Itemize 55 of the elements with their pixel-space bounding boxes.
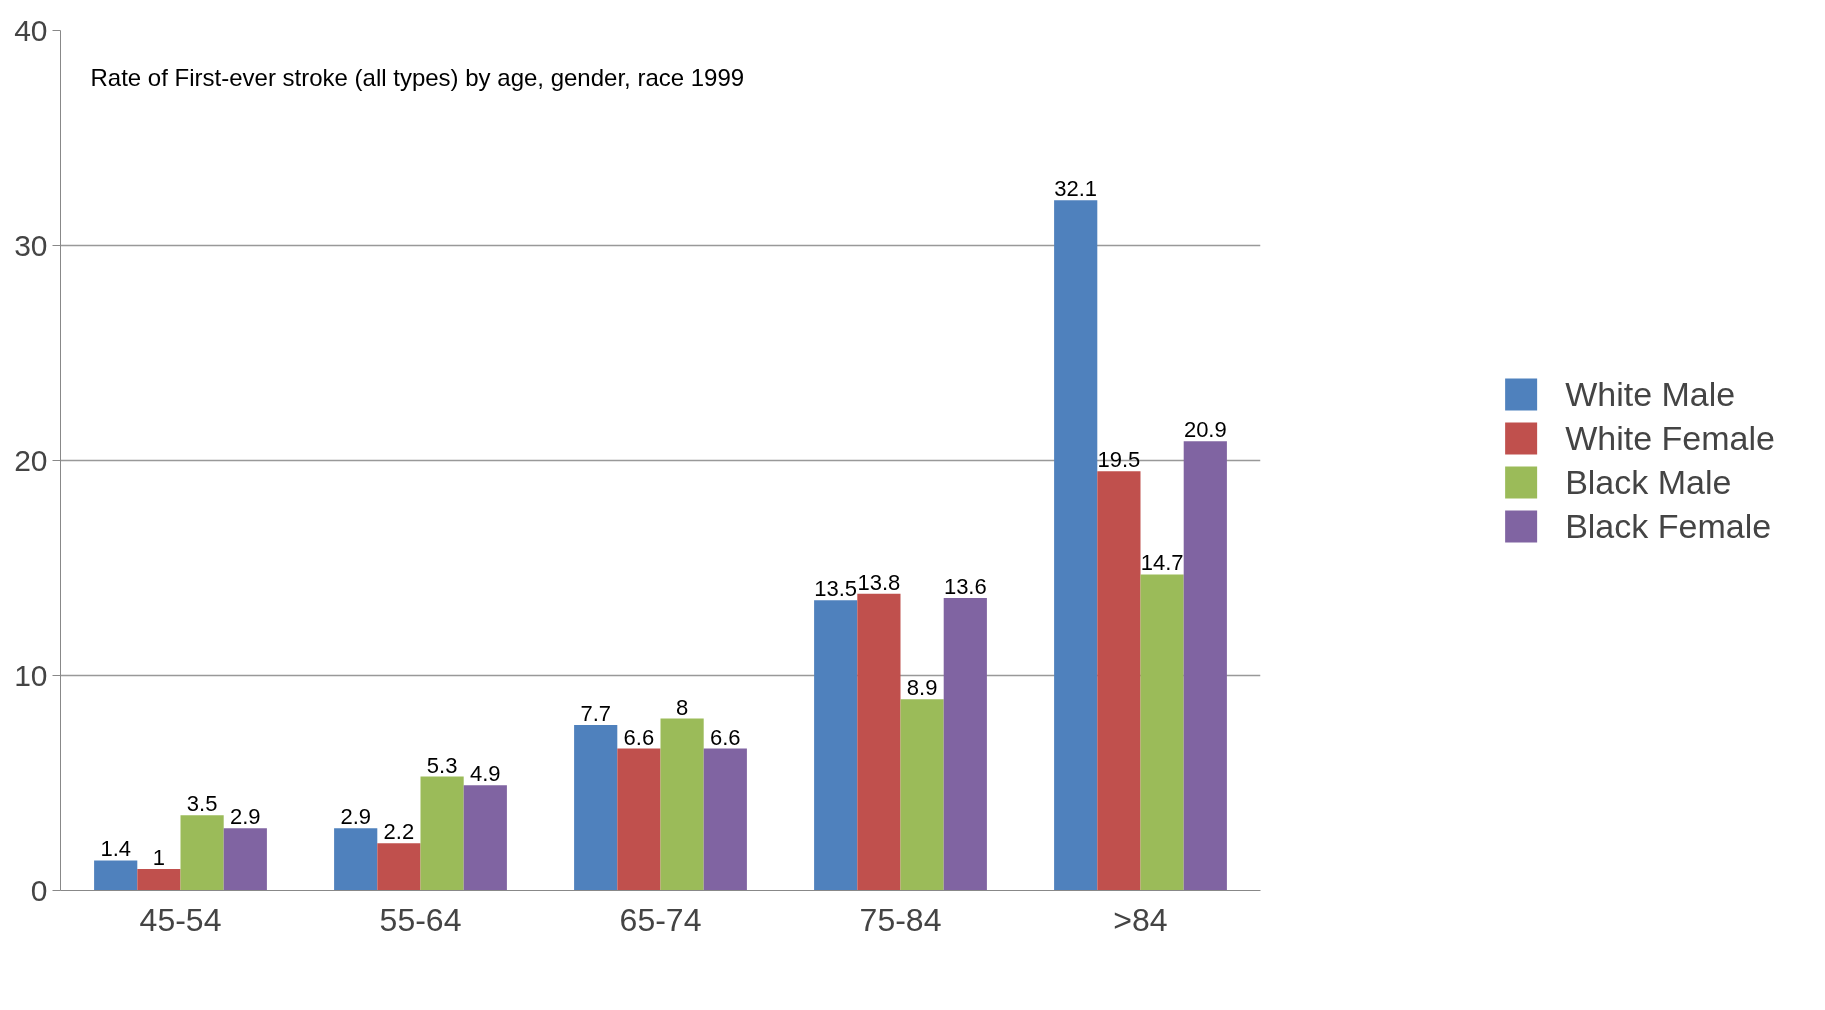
data-label: 19.5	[1097, 447, 1141, 473]
data-label: 13.6	[943, 574, 987, 600]
data-label: 6.6	[710, 724, 741, 750]
data-label: 5.3	[426, 752, 458, 778]
data-label: 4.9	[470, 761, 501, 787]
y-tick-label: 30	[14, 228, 48, 262]
x-tick-label: 55-64	[379, 901, 462, 938]
bar	[574, 724, 618, 891]
legend-label: Black Female	[1565, 506, 1772, 546]
legend-label: White Male	[1565, 374, 1736, 414]
bar	[180, 815, 224, 891]
y-tick-label: 40	[14, 13, 48, 47]
text: Rate of First-ever stroke (all types) by age, gender, race 1999	[90, 63, 745, 91]
bar	[617, 748, 661, 891]
bar	[660, 718, 704, 891]
data-label: 32.1	[1054, 176, 1098, 202]
data-label: 2.2	[383, 819, 415, 845]
x-tick-label: 75-84	[859, 901, 942, 938]
data-label: 1.4	[100, 836, 131, 862]
bar	[137, 869, 181, 891]
bar	[1140, 574, 1184, 891]
bar	[223, 828, 267, 891]
data-label: 1	[152, 845, 166, 870]
data-label: 3.5	[186, 791, 218, 817]
bar	[334, 828, 378, 891]
bar	[703, 748, 747, 891]
legend-label: Black Male	[1565, 462, 1732, 502]
data-label: 13.5	[814, 576, 858, 602]
legend-label: White Female	[1565, 418, 1775, 458]
data-label: 8.9	[906, 675, 938, 701]
y-tick-label: 20	[14, 443, 48, 477]
data-label: 14.7	[1140, 550, 1184, 576]
data-label: 2.9	[230, 804, 261, 830]
bar	[857, 593, 901, 891]
bar	[943, 598, 987, 891]
data-label: 8	[675, 694, 689, 720]
y-tick-label: 10	[14, 658, 48, 692]
bar	[1097, 471, 1141, 891]
bar	[1054, 200, 1098, 891]
bar	[420, 776, 464, 891]
data-label: 13.8	[857, 569, 901, 595]
bar	[900, 699, 944, 891]
bar	[377, 843, 421, 891]
bar	[94, 860, 138, 891]
data-label: 7.7	[580, 700, 611, 726]
data-label: 20.9	[1183, 417, 1227, 443]
y-tick-label: 0	[30, 873, 48, 907]
x-tick-label: >84	[1113, 901, 1168, 938]
data-label: 2.9	[340, 804, 371, 830]
bar	[814, 600, 858, 891]
data-label: 6.6	[623, 724, 655, 750]
x-tick-label: 45-54	[139, 901, 222, 938]
bar	[463, 785, 507, 891]
bar	[1183, 441, 1227, 891]
x-tick-label: 65-74	[619, 901, 702, 938]
